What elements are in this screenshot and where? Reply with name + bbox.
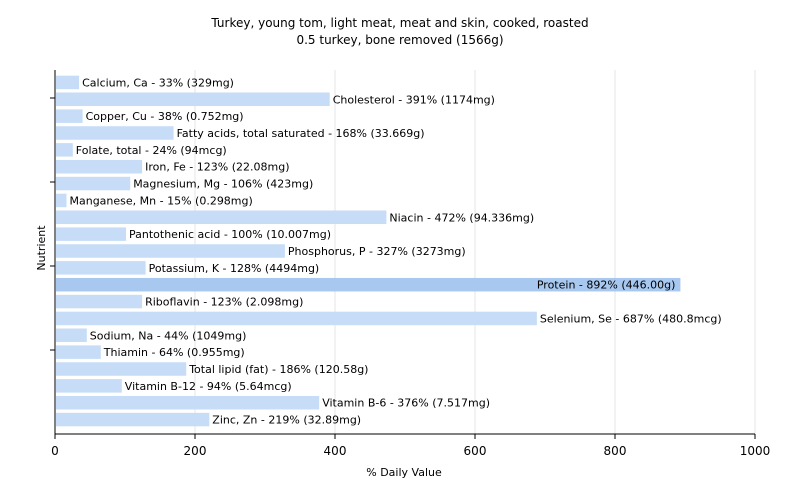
bar [56, 159, 143, 174]
bar [56, 244, 285, 258]
bar [56, 227, 126, 241]
bar-label: Pantothenic acid - 100% (10.007mg) [129, 228, 331, 241]
bar [56, 294, 143, 309]
bar-label: Niacin - 472% (94.336mg) [389, 211, 534, 224]
bar-label: Selenium, Se - 687% (480.8mcg) [540, 312, 722, 325]
bar-label: Calcium, Ca - 33% (329mg) [82, 76, 234, 89]
bar-label: Sodium, Na - 44% (1049mg) [90, 329, 247, 342]
bar-label: Vitamin B-12 - 94% (5.64mcg) [125, 380, 292, 393]
bar-label: Magnesium, Mg - 106% (423mg) [133, 178, 313, 191]
bar [56, 210, 387, 225]
bar-label: Cholesterol - 391% (1174mg) [333, 93, 495, 106]
bar [56, 328, 87, 343]
bar-label: Total lipid (fat) - 186% (120.58g) [188, 363, 368, 376]
axes [50, 70, 755, 435]
bar [56, 395, 320, 410]
bar [56, 126, 174, 140]
chart-title: Turkey, young tom, light meat, meat and … [210, 16, 588, 30]
bar-label: Phosphorus, P - 327% (3273mg) [288, 245, 466, 258]
bar-label: Zinc, Zn - 219% (32.89mg) [212, 414, 361, 427]
bar [56, 379, 122, 393]
gridlines [194, 70, 756, 434]
x-tick-labels: 0 200 400 600 800 1000 [51, 434, 770, 458]
x-tick-label: 600 [464, 444, 487, 458]
x-tick-label: 200 [184, 444, 207, 458]
bar-label: Iron, Fe - 123% (22.08mg) [145, 161, 289, 174]
chart-subtitle: 0.5 turkey, bone removed (1566g) [296, 33, 503, 47]
bar [56, 311, 537, 326]
bar [56, 92, 330, 107]
x-axis-label: % Daily Value [366, 466, 442, 479]
bar [56, 362, 187, 376]
bar [56, 193, 67, 208]
bar [56, 75, 80, 90]
bar [56, 345, 101, 359]
bar-series: Calcium, Ca - 33% (329mg) Cholesterol - 3… [56, 75, 722, 427]
bar-label: Folate, total - 24% (94mcg) [76, 144, 227, 157]
bar [56, 412, 210, 427]
bar-label: Manganese, Mn - 15% (0.298mg) [70, 194, 253, 207]
bar-label: Vitamin B-6 - 376% (7.517mg) [322, 397, 490, 410]
bar-label: Riboflavin - 123% (2.098mg) [145, 296, 303, 309]
x-tick-label: 1000 [740, 444, 771, 458]
x-tick-label: 400 [324, 444, 347, 458]
bar [56, 109, 83, 123]
x-tick-label: 0 [51, 444, 59, 458]
x-tick-label: 800 [604, 444, 627, 458]
bar [56, 143, 73, 157]
bar-label: Protein - 892% (446.00g) [537, 279, 676, 292]
bar-label: Copper, Cu - 38% (0.752mg) [86, 110, 244, 123]
bar-label: Fatty acids, total saturated - 168% (33.… [177, 127, 425, 140]
y-axis-label: Nutrient [35, 225, 48, 271]
bar-label: Potassium, K - 128% (4494mg) [149, 262, 320, 275]
bar-label: Thiamin - 64% (0.955mg) [103, 346, 245, 359]
bar [56, 176, 131, 191]
bar [56, 261, 146, 275]
bar [56, 277, 681, 292]
